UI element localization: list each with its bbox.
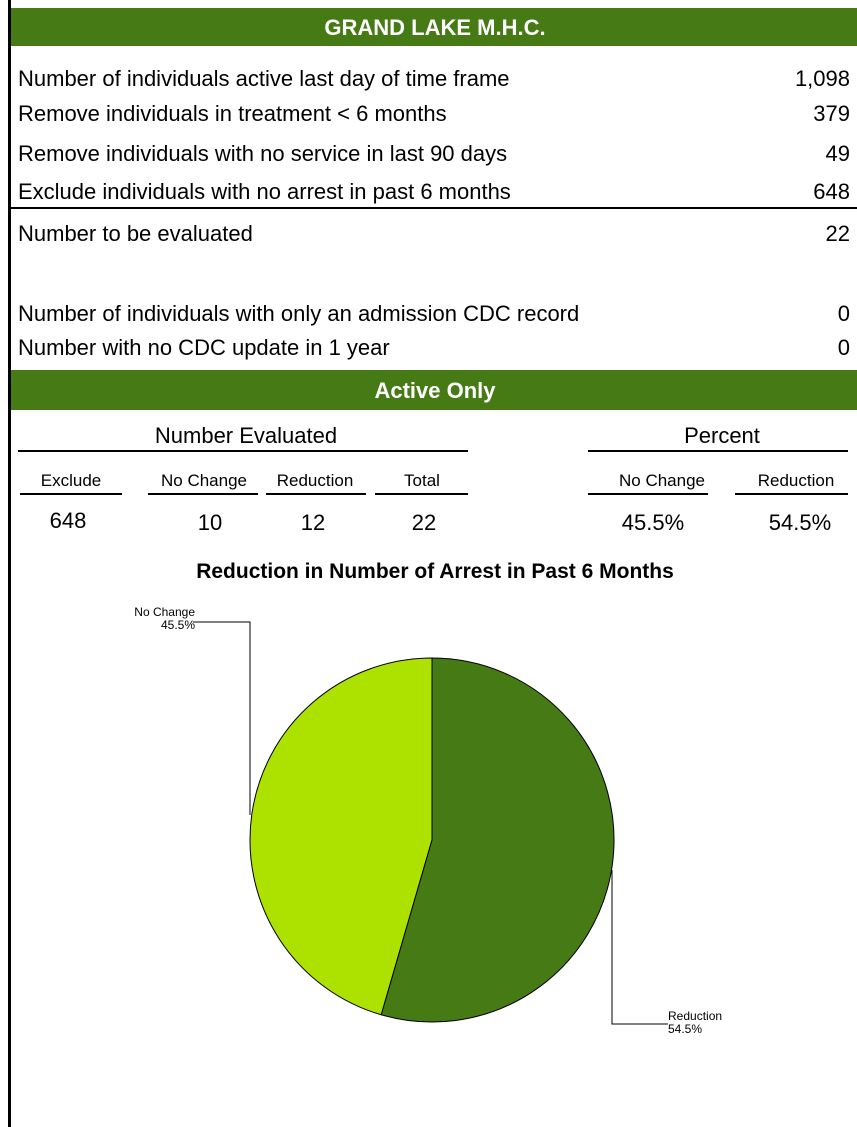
column-label: Exclude [41, 471, 101, 490]
left-border [8, 0, 11, 1127]
rule [18, 450, 468, 452]
row-value: 0 [838, 301, 850, 326]
column-label: No Change [619, 471, 705, 490]
slice-label: Reduction [668, 1009, 722, 1023]
cell-value: 12 [301, 510, 325, 535]
rule [11, 207, 857, 209]
slice-value-label: 45.5% [161, 618, 195, 632]
chart-title: Reduction in Number of Arrest in Past 6 … [196, 560, 674, 583]
header-bar [11, 8, 857, 46]
rule [588, 450, 848, 452]
slice-value-label: 54.5% [668, 1022, 702, 1036]
row-label: Number to be evaluated [18, 221, 253, 246]
row-label: Remove individuals with no service in la… [18, 141, 507, 166]
rule [20, 493, 122, 495]
rule [148, 493, 258, 495]
rule [266, 493, 366, 495]
cell-value: 648 [50, 508, 87, 533]
row-value: 1,098 [795, 66, 850, 91]
header-title: GRAND LAKE M.H.C. [324, 15, 545, 40]
section-title: Active Only [374, 378, 496, 403]
row-label: Exclude individuals with no arrest in pa… [18, 179, 511, 204]
cell-value: 54.5% [769, 510, 831, 535]
group-label: Number Evaluated [155, 423, 337, 448]
row-value: 49 [826, 141, 850, 166]
section-bar [11, 370, 857, 410]
pie-slice [249, 657, 433, 1016]
cell-value: 10 [198, 510, 222, 535]
row-label: Number with no CDC update in 1 year [18, 335, 390, 360]
cell-value: 45.5% [622, 510, 684, 535]
row-label: Number of individuals active last day of… [18, 66, 510, 91]
group-label: Percent [684, 423, 760, 448]
row-label: Number of individuals with only an admis… [18, 301, 579, 326]
pie-slice [380, 657, 615, 1023]
cell-value: 22 [412, 510, 436, 535]
row-label: Remove individuals in treatment < 6 mont… [18, 101, 447, 126]
slice-label: No Change [134, 605, 195, 619]
rule [588, 493, 708, 495]
row-value: 22 [826, 221, 850, 246]
rule [375, 493, 468, 495]
column-label: Total [404, 471, 440, 490]
column-label: No Change [161, 471, 247, 490]
column-label: Reduction [758, 471, 835, 490]
leader-line [193, 621, 251, 815]
row-value: 379 [813, 101, 850, 126]
rule [735, 493, 848, 495]
leader-line [611, 870, 668, 1025]
row-value: 648 [813, 179, 850, 204]
column-label: Reduction [277, 471, 354, 490]
row-value: 0 [838, 335, 850, 360]
